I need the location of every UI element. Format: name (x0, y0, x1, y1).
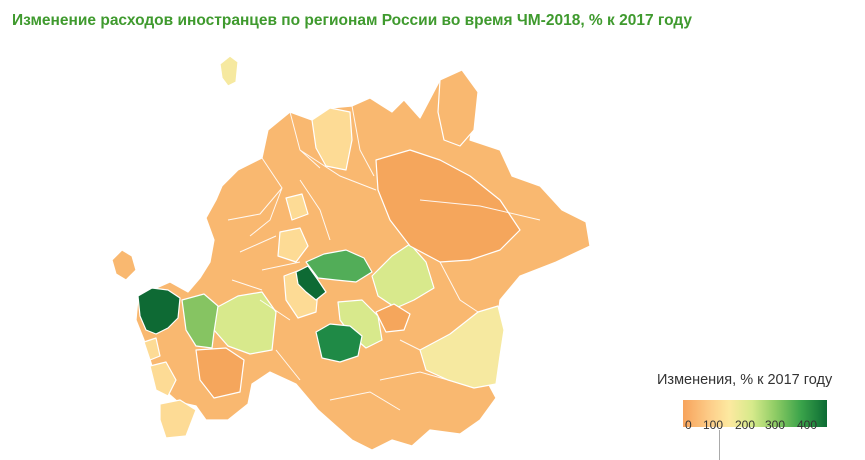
map-region-central-light-2 (285, 193, 309, 221)
map-region-karelia (311, 107, 353, 171)
map-region-light-green-1 (211, 291, 277, 355)
map-region-orange-accent-3 (375, 149, 521, 263)
legend-title: Изменения, % к 2017 году (657, 372, 833, 388)
legend-tick-100: 100 (703, 418, 724, 432)
map-region-green (305, 249, 373, 283)
map-region-darkest-green-center (295, 265, 327, 301)
map-region-central-light-1 (277, 227, 309, 263)
legend-tick-200: 200 (735, 418, 756, 432)
map-title: Изменение расходов иностранцев по регион… (12, 12, 693, 29)
legend-tick-300: 300 (765, 418, 786, 432)
map-region-dark-green (315, 323, 363, 363)
map-internal-borders (227, 105, 541, 411)
map-region-murmansk (437, 69, 479, 147)
legend-ticks: 0 100 200 300 400 (683, 418, 833, 434)
map-region-south-light-1 (149, 361, 177, 397)
legend-color-scale (683, 400, 827, 427)
map-region-south-light-2 (159, 399, 197, 439)
legend-tick-0: 0 (685, 418, 692, 432)
map-region-light-green-2 (371, 243, 435, 309)
divider-line (719, 430, 720, 460)
map-region-novaya-zemlya (219, 55, 239, 87)
map-region-light-green-3 (337, 299, 383, 349)
legend-tick-400: 400 (797, 418, 818, 432)
map-region-mid-green (181, 293, 219, 349)
map-region-orange-accent-2 (195, 347, 245, 399)
map-region-darkest-green-west (137, 287, 181, 335)
map-region-east-pale (419, 305, 505, 389)
map-region-south-light-3 (143, 337, 161, 361)
map-region-kaliningrad (111, 249, 137, 281)
map-region-orange-accent-1 (375, 303, 411, 333)
